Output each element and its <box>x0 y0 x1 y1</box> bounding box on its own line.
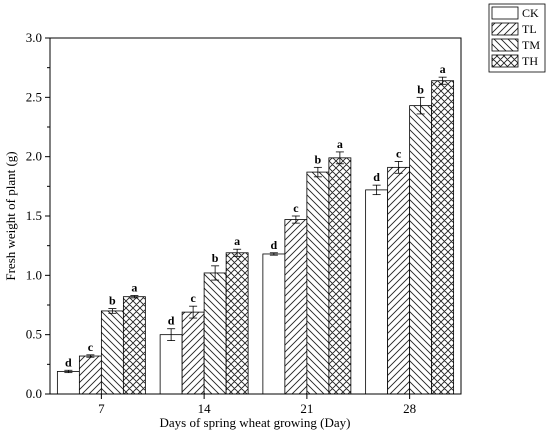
legend: CK TL TM TH <box>488 3 546 73</box>
y-tick-label: 3.0 <box>26 30 42 45</box>
bar-th-day-21 <box>328 157 352 395</box>
bar-tl-day-28 <box>387 166 411 395</box>
legend-label-th: TH <box>522 54 538 68</box>
bar-ck-day-21 <box>262 253 286 395</box>
significance-label: d <box>271 238 278 252</box>
significance-label: c <box>190 291 196 305</box>
bar-ck-day-28 <box>365 189 389 395</box>
bar-ck-day-14 <box>159 334 183 395</box>
y-tick-label: 1.0 <box>26 267 42 282</box>
significance-label: a <box>337 137 343 151</box>
legend-label-tl: TL <box>522 22 537 36</box>
significance-label: c <box>88 340 94 354</box>
x-tick-label: 14 <box>198 401 212 416</box>
bar-th-day-14 <box>225 252 249 395</box>
significance-label: c <box>396 146 402 160</box>
y-tick-label: 2.0 <box>26 149 42 164</box>
legend-swatch-tl <box>491 22 519 36</box>
y-tick-label: 0.0 <box>26 386 42 401</box>
y-tick-label: 2.5 <box>26 89 42 104</box>
bar-th-day-7 <box>122 296 146 395</box>
significance-label: a <box>234 234 240 248</box>
plot-frame <box>49 37 462 395</box>
y-axis-ticks: 0.0 0.5 1.0 1.5 2.0 2.5 3.0 <box>26 30 50 401</box>
significance-label: b <box>417 82 424 96</box>
significance-label: d <box>65 355 72 369</box>
legend-label-ck: CK <box>522 6 539 20</box>
bar-tm-day-28 <box>409 105 433 395</box>
x-axis-title: Days of spring wheat growing (Day) <box>160 415 351 430</box>
y-tick-label: 1.5 <box>26 208 42 223</box>
significance-label: a <box>131 281 137 295</box>
significance-label: c <box>293 201 299 215</box>
significance-label: b <box>109 294 116 308</box>
bar-tl-day-14 <box>181 311 205 395</box>
bar-tm-day-7 <box>100 310 124 395</box>
legend-swatch-th <box>491 54 519 68</box>
bar-tl-day-21 <box>284 219 308 395</box>
bar-series: d c b a d c b a d c b a d c b a <box>56 62 455 395</box>
bar-th-day-28 <box>431 80 455 395</box>
bar-tm-day-21 <box>306 171 330 395</box>
bar-tl-day-7 <box>78 355 102 395</box>
legend-label-tm: TM <box>522 38 540 52</box>
bar-tm-day-14 <box>203 272 227 395</box>
x-tick-label: 28 <box>403 401 416 416</box>
legend-swatch-ck <box>491 6 519 20</box>
significance-label: d <box>373 170 380 184</box>
x-tick-label: 21 <box>300 401 313 416</box>
significance-label: b <box>315 152 322 166</box>
y-axis-title: Fresh weight of plant (g) <box>3 151 18 280</box>
legend-swatch-tm <box>491 38 519 52</box>
x-tick-label: 7 <box>98 401 105 416</box>
significance-label: d <box>168 314 175 328</box>
y-tick-label: 0.5 <box>26 327 42 342</box>
x-axis-ticks: 7 14 21 28 <box>98 394 416 416</box>
significance-label: b <box>212 251 219 265</box>
significance-label: a <box>440 62 446 76</box>
bar-ck-day-7 <box>56 371 80 395</box>
